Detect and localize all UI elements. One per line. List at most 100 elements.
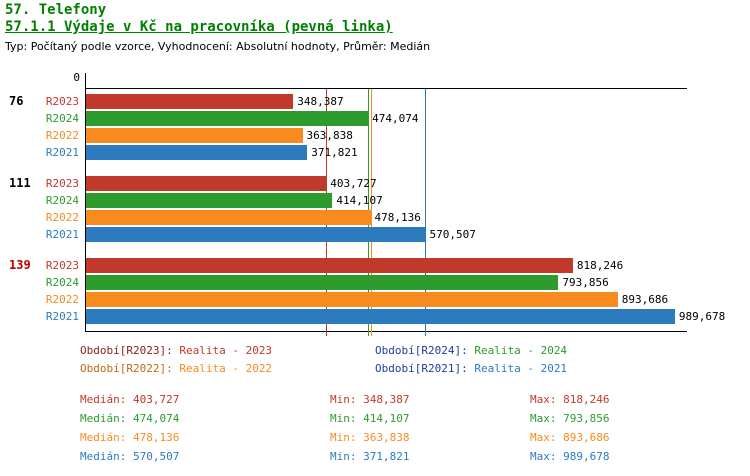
series-label: R2023	[45, 259, 79, 272]
bar-r2023	[86, 94, 294, 109]
stat-value: 793,856	[563, 412, 610, 425]
stat-value: 570,507	[132, 450, 180, 463]
stat-min-r2021: Min: 371,821	[330, 450, 409, 463]
legend-item-r2024: Období[R2024]: Realita - 2024	[375, 344, 567, 357]
legend-prefix: Období[R2023]:	[80, 344, 173, 357]
bar-value-label: 570,507	[429, 228, 476, 241]
series-label: R2023	[45, 177, 79, 190]
stat-value: 478,136	[132, 431, 180, 444]
chart-meta-line: Typ: Počítaný podle vzorce, Vyhodnocení:…	[5, 40, 431, 53]
legend-prefix: Období[R2021]:	[375, 362, 468, 375]
stat-median-r2024: Medián: 474,074	[80, 412, 179, 425]
bar-value-label: 474,074	[372, 112, 419, 125]
series-label: R2024	[45, 112, 79, 125]
bar-row: R2022 478,136	[46, 210, 687, 225]
stat-value: 403,727	[132, 393, 180, 406]
bar-value-label: 363,838	[306, 129, 353, 142]
bar-r2024	[86, 111, 369, 126]
bar-r2022	[86, 210, 371, 225]
legend-item-r2023: Období[R2023]: Realita - 2023	[80, 344, 272, 357]
median-line-r2022	[370, 89, 372, 336]
series-label: R2022	[45, 129, 79, 142]
legend-item-r2021: Období[R2021]: Realita - 2021	[375, 362, 567, 375]
stat-max-r2024: Max: 793,856	[530, 412, 609, 425]
bar-r2024	[86, 193, 333, 208]
bar-r2021	[86, 227, 426, 242]
stat-label: Medián:	[80, 450, 127, 463]
series-label: R2021	[45, 146, 79, 159]
stat-max-r2022: Max: 893,686	[530, 431, 609, 444]
series-label: R2021	[45, 228, 79, 241]
stat-max-r2021: Max: 989,678	[530, 450, 609, 463]
stat-label: Min:	[330, 393, 357, 406]
bar-r2021	[86, 309, 675, 324]
bar-row: R2023 403,727	[46, 176, 687, 191]
legend-prefix: Období[R2024]:	[375, 344, 468, 357]
legend-label: Realita - 2024	[474, 344, 568, 357]
bar-row: R2022 893,686	[46, 292, 687, 307]
bar-row: R2021 989,678	[46, 309, 725, 324]
legend-label: Realita - 2023	[179, 344, 273, 357]
stat-median-r2023: Medián: 403,727	[80, 393, 179, 406]
x-axis-tick	[85, 73, 86, 89]
stat-label: Max:	[530, 450, 557, 463]
series-label: R2022	[45, 211, 79, 224]
bar-r2023	[86, 176, 327, 191]
stat-value: 989,678	[563, 450, 610, 463]
stat-value: 363,838	[363, 431, 410, 444]
bar-row: R2021 371,821	[46, 145, 687, 160]
legend-item-r2022: Období[R2022]: Realita - 2022	[80, 362, 272, 375]
median-line-r2021	[425, 89, 427, 336]
bar-row: R2023 348,387	[46, 94, 687, 109]
stat-median-r2021: Medián: 570,507	[80, 450, 179, 463]
group-label: 76	[9, 94, 24, 108]
stat-label: Max:	[530, 412, 557, 425]
legend-label: Realita - 2021	[474, 362, 568, 375]
stat-value: 893,686	[563, 431, 610, 444]
bar-value-label: 371,821	[311, 146, 358, 159]
bar-r2022	[86, 292, 618, 307]
bar-r2023	[86, 258, 573, 273]
series-label: R2023	[45, 95, 79, 108]
bar-value-label: 348,387	[297, 95, 344, 108]
stat-label: Min:	[330, 412, 357, 425]
stat-max-r2023: Max: 818,246	[530, 393, 609, 406]
stat-min-r2022: Min: 363,838	[330, 431, 409, 444]
bar-row: R2024 414,107	[46, 193, 687, 208]
bar-value-label: 818,246	[576, 259, 624, 272]
bar-value-label: 403,727	[330, 177, 377, 190]
group-label: 111	[9, 176, 31, 190]
stat-min-r2024: Min: 414,107	[330, 412, 409, 425]
bar-row: R2021 570,507	[46, 227, 687, 242]
bar-value-label: 893,686	[621, 293, 669, 306]
stat-value: 474,074	[132, 412, 180, 425]
stat-value: 348,387	[363, 393, 410, 406]
stat-median-r2022: Medián: 478,136	[80, 431, 179, 444]
bar-r2021	[86, 145, 308, 160]
bar-row: R2024 474,074	[46, 111, 687, 126]
chart-area: 76 111 139 R2023 348,387 R2024 474,074 R…	[9, 88, 725, 336]
bar-value-label: 793,856	[562, 276, 609, 289]
bar-r2022	[86, 128, 303, 143]
series-label: R2024	[45, 194, 79, 207]
legend-prefix: Období[R2022]:	[80, 362, 173, 375]
series-label: R2022	[45, 293, 79, 306]
series-label: R2024	[45, 276, 79, 289]
stat-value: 414,107	[363, 412, 410, 425]
stat-label: Medián:	[80, 431, 127, 444]
bar-row: R2022 363,838	[46, 128, 687, 143]
stat-label: Min:	[330, 431, 357, 444]
stat-value: 371,821	[363, 450, 410, 463]
group-label: 139	[9, 258, 31, 272]
bar-row: R2024 793,856	[46, 275, 687, 290]
bar-value-label: 414,107	[336, 194, 383, 207]
stat-value: 818,246	[563, 393, 610, 406]
stat-label: Medián:	[80, 393, 127, 406]
series-label: R2021	[45, 310, 79, 323]
chart-subtitle: 57.1.1 Výdaje v Kč na pracovníka (pevná …	[5, 19, 393, 35]
legend-label: Realita - 2022	[179, 362, 273, 375]
stat-label: Medián:	[80, 412, 127, 425]
bar-row: R2023 818,246	[46, 258, 687, 273]
stat-min-r2023: Min: 348,387	[330, 393, 409, 406]
